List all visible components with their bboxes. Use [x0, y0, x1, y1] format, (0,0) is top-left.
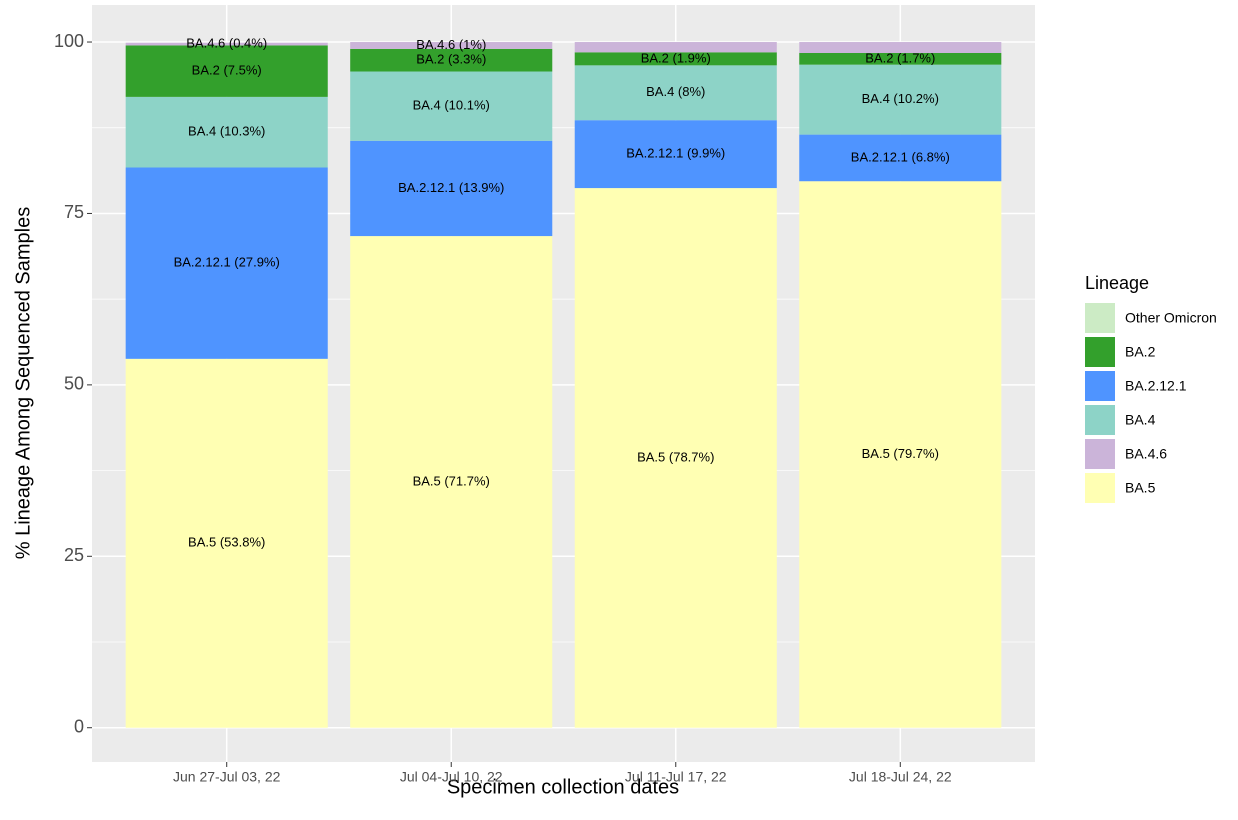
data-label: BA.5 (79.7%) [862, 446, 939, 461]
bar-segment [574, 188, 777, 728]
bar-segment [799, 64, 1002, 135]
data-label: BA.5 (78.7%) [637, 449, 714, 464]
bar-segment [350, 140, 553, 237]
data-label: BA.2.12.1 (27.9%) [174, 255, 280, 270]
y-axis-title: % Lineage Among Sequenced Samples [12, 207, 34, 559]
y-tick-label: 75 [64, 202, 84, 222]
legend-key [1085, 439, 1115, 469]
legend-label: BA.2.12.1 [1125, 378, 1187, 394]
data-label: BA.2.12.1 (13.9%) [398, 180, 504, 195]
legend-label: Other Omicron [1125, 310, 1217, 326]
data-label: BA.2.12.1 (6.8%) [851, 149, 950, 164]
legend-label: BA.2 [1125, 344, 1156, 360]
legend-label: BA.4 [1125, 412, 1156, 428]
bar-segment [799, 42, 1002, 53]
data-label: BA.4 (10.1%) [413, 98, 490, 113]
legend-title: Lineage [1085, 273, 1149, 293]
bar-segment [350, 42, 553, 49]
x-tick-label: Jul 04-Jul 10, 22 [400, 769, 503, 785]
legend-key [1085, 371, 1115, 401]
data-label: BA.5 (71.7%) [413, 473, 490, 488]
x-tick-label: Jul 11-Jul 17, 22 [625, 769, 727, 785]
bar-segment [799, 134, 1002, 182]
y-tick-label: 25 [64, 545, 84, 565]
data-label: BA.5 (53.8%) [188, 535, 265, 550]
bar-segment [799, 181, 1002, 728]
data-label: BA.4 (8%) [646, 84, 705, 99]
bar-segment [350, 71, 553, 141]
legend-key [1085, 405, 1115, 435]
data-label: BA.4 (10.2%) [862, 91, 939, 106]
data-label: BA.4.6 (0.4%) [186, 36, 267, 51]
bar-segment [125, 45, 328, 97]
bar-segment [125, 167, 328, 359]
bar-segment [125, 358, 328, 728]
data-label: BA.2.12.1 (9.9%) [626, 146, 725, 161]
bar-segment [574, 120, 777, 189]
legend-label: BA.4.6 [1125, 446, 1167, 462]
y-tick-label: 0 [74, 716, 84, 736]
legend-key [1085, 303, 1115, 333]
data-label: BA.2 (3.3%) [416, 52, 486, 67]
data-label: BA.4 (10.3%) [188, 124, 265, 139]
x-axis-title: Specimen collection dates [447, 776, 679, 798]
bar-segment [574, 65, 777, 121]
data-label: BA.2 (1.9%) [641, 50, 711, 65]
legend-key [1085, 337, 1115, 367]
legend-key [1085, 473, 1115, 503]
bar-segment [125, 96, 328, 168]
legend-label: BA.5 [1125, 480, 1156, 496]
data-label: BA.4.6 (1%) [416, 37, 486, 52]
bar-segment [125, 42, 328, 46]
bar-segment [574, 42, 777, 53]
y-tick-label: 50 [64, 374, 84, 394]
data-label: BA.2 (1.7%) [865, 50, 935, 65]
x-tick-label: Jul 18-Jul 24, 22 [849, 769, 952, 785]
bar-segment [350, 236, 553, 728]
data-label: BA.2 (7.5%) [192, 63, 262, 78]
bar-segment [574, 52, 777, 66]
y-tick-label: 100 [54, 31, 84, 51]
bar-segment [350, 48, 553, 72]
x-tick-label: Jun 27-Jul 03, 22 [173, 769, 281, 785]
bar-segment [799, 52, 1002, 65]
